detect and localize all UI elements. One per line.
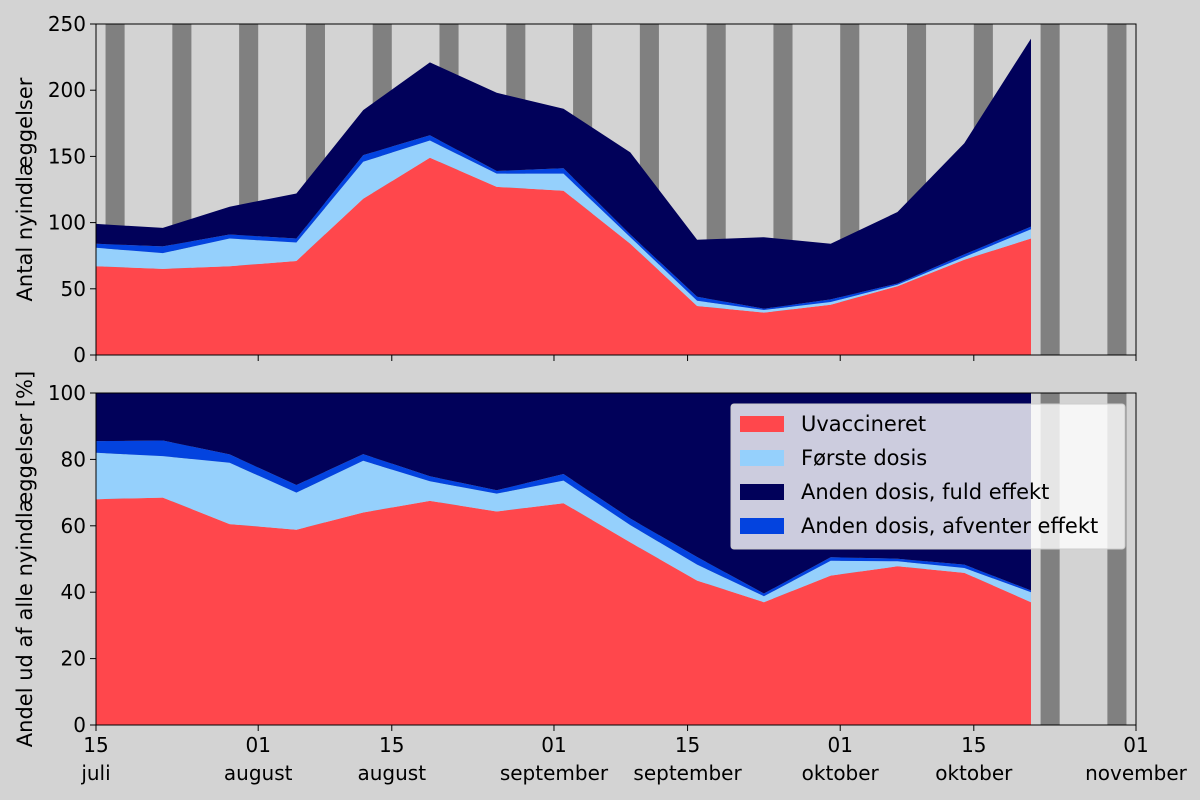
legend-swatch-anden-dosis-fuld-effekt (740, 484, 784, 500)
y-axis-ticks-top: 0 50 100 150 200 250 (48, 12, 96, 367)
x-tick-label-day: 01 (827, 733, 852, 757)
y-tick-label: 0 (73, 713, 86, 737)
y-tick-label: 50 (61, 277, 86, 301)
legend-swatch-forste-dosis (740, 450, 784, 466)
area-anden-dosis-afventer-effekt-bottom (96, 440, 1031, 597)
x-tick-label-month: oktober (802, 761, 880, 785)
legend-box (730, 403, 1126, 550)
x-tick-label-day: 01 (1123, 733, 1148, 757)
y-tick-label: 20 (61, 647, 86, 671)
stacked-areas-top (96, 38, 1031, 355)
y-tick-label: 200 (48, 78, 86, 102)
y-axis-title-top: Antal nyindlæggelser (13, 77, 37, 301)
x-tick-label-month: september (633, 761, 742, 785)
area-uvaccineret-top (96, 157, 1031, 355)
x-axis-ticks-bottom (95, 725, 1137, 731)
y-axis-title-bottom: Andel ud af alle nyindlæggelser [%] (13, 371, 37, 747)
x-tick-label-day: 15 (675, 733, 700, 757)
bottom-panel-shares: 0 20 40 60 80 100 15 juli 01 august 15 august 01 sep… (13, 371, 1188, 785)
legend-label-uvaccineret: Uvaccineret (801, 412, 926, 436)
area-uvaccineret-bottom (96, 497, 1031, 725)
x-tick-label-month: august (357, 761, 426, 785)
x-tick-label-month: august (224, 761, 293, 785)
x-tick-label-month: september (500, 761, 609, 785)
legend-swatch-anden-dosis-afventer-effekt (740, 518, 784, 534)
area-anden-dosis-afventer-effekt-top (96, 135, 1031, 310)
legend: Uvaccineret Første dosis Anden dosis, fuld… (730, 403, 1126, 550)
x-tick-label-month: november (1085, 761, 1188, 785)
top-panel-counts: 0 50 100 150 200 250 Antal nyindlæggelser (13, 12, 1137, 367)
y-tick-label: 100 (48, 381, 86, 405)
legend-label-anden-dosis-fuld-effekt: Anden dosis, fuld effekt (801, 480, 1049, 504)
x-tick-label-day: 15 (83, 733, 108, 757)
y-tick-label: 60 (61, 514, 86, 538)
legend-swatch-uvaccineret (740, 416, 784, 432)
area-forste-dosis-bottom (96, 452, 1031, 603)
x-tick-label-day: 01 (541, 733, 566, 757)
y-tick-label: 250 (48, 12, 86, 36)
x-axis-ticks-top (95, 355, 1137, 361)
y-tick-label: 100 (48, 211, 86, 235)
bottom-panel-frame (95, 392, 1137, 726)
area-anden-dosis-fuld-effekt-top (96, 38, 1031, 309)
x-tick-label-day: 15 (379, 733, 404, 757)
y-tick-label: 40 (61, 580, 86, 604)
area-forste-dosis-top (96, 140, 1031, 313)
x-tick-label-month: juli (80, 761, 110, 785)
y-tick-label: 80 (61, 447, 86, 471)
x-tick-label-day: 15 (961, 733, 986, 757)
weekend-band (1040, 24, 1060, 355)
y-tick-label: 150 (48, 144, 86, 168)
legend-label-anden-dosis-afventer-effekt: Anden dosis, afventer effekt (801, 514, 1098, 538)
y-tick-label: 0 (73, 343, 86, 367)
x-tick-label-month: oktober (935, 761, 1013, 785)
x-axis-labels: 15 juli 01 august 15 august 01 september 15 septe… (80, 733, 1187, 785)
y-axis-ticks-bottom: 0 20 40 60 80 100 (48, 381, 96, 737)
legend-label-forste-dosis: Første dosis (801, 446, 927, 470)
top-panel-frame (95, 23, 1137, 356)
weekend-band (1107, 24, 1127, 355)
x-tick-label-day: 01 (245, 733, 270, 757)
